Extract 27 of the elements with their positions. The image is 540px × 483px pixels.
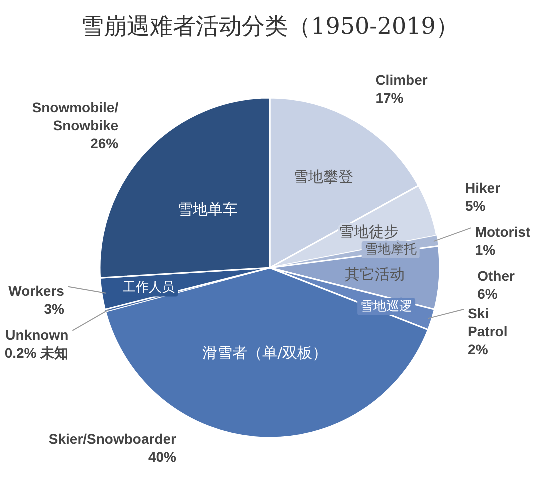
data-label: 17%: [376, 90, 404, 106]
text: 雪地攀登: [294, 168, 354, 186]
text: 0.2% 未知: [4, 344, 69, 361]
slice-label: Snowmobile/ Snowbike: [32, 99, 119, 134]
text: 雪地单车: [178, 200, 238, 219]
text: 工作人员: [123, 280, 176, 296]
data-label: 1%: [475, 242, 496, 258]
slice-label: Skier/Snowboarder: [48, 431, 178, 447]
data-label: 5%: [466, 198, 486, 214]
data-label: 2%: [468, 342, 489, 358]
slice-label: Motorist: [475, 224, 531, 240]
chart-title: 雪崩遇难者活动分类（1950-2019）: [81, 14, 459, 40]
slice-label: Ski Patrol: [468, 306, 508, 340]
slice-label: Unknown: [6, 326, 69, 343]
slice-label: Other: [478, 268, 516, 284]
text: 雪地徒步: [339, 223, 400, 242]
slice-label: Climber: [376, 72, 428, 88]
data-label: 40%: [148, 449, 178, 465]
data-label: 6%: [478, 286, 498, 302]
slice-label: Workers: [8, 282, 65, 299]
text: 其它活动: [345, 265, 406, 284]
text: 雪地巡逻: [360, 299, 413, 314]
data-label: 3%: [44, 300, 65, 317]
data-label: 26%: [90, 135, 120, 152]
text: 滑雪者（单/双板）: [202, 344, 328, 362]
slice-label: Hiker: [466, 180, 502, 196]
text: 雪地摩托: [364, 242, 417, 258]
